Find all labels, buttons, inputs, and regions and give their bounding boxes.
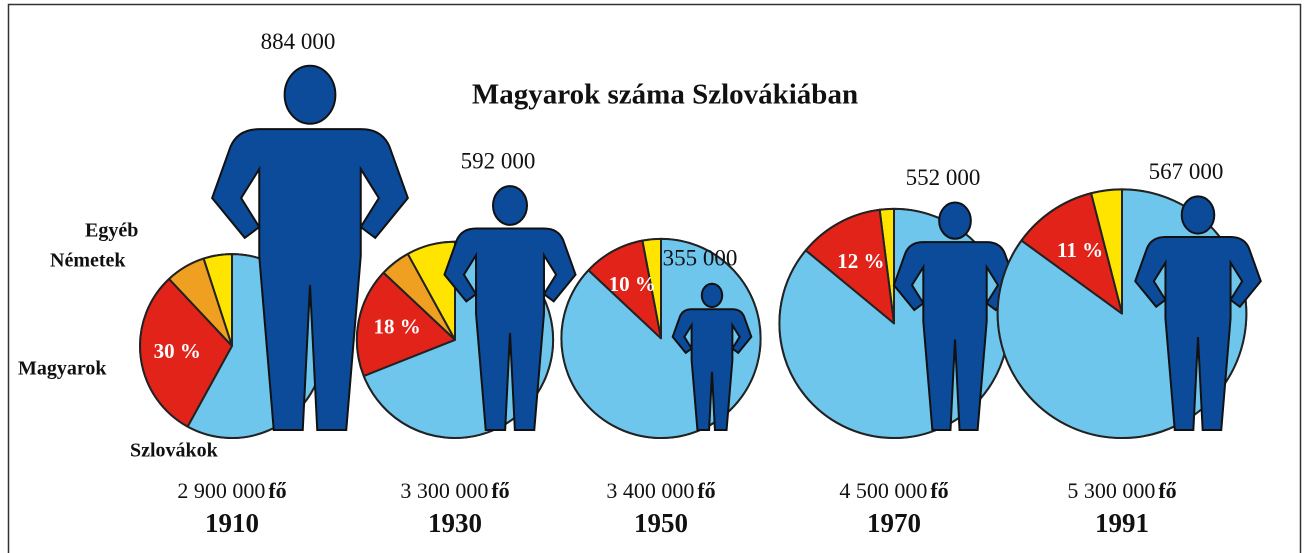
figure-head <box>939 203 971 239</box>
figure-head <box>702 284 722 307</box>
pie-slice <box>355 271 456 378</box>
total-value: 3 300 000 <box>400 478 488 503</box>
total-label: 3 400 000 fő <box>606 478 715 503</box>
year-label: 1930 <box>428 508 482 538</box>
hungarian-count: 884 000 <box>261 29 336 54</box>
pie-slice <box>804 208 895 325</box>
pie-slice <box>1020 192 1123 315</box>
figure-body <box>444 229 575 430</box>
slice-label: 18 % <box>374 315 421 339</box>
unit: fő <box>491 478 509 503</box>
unit: fő <box>697 478 715 503</box>
figure <box>673 284 752 430</box>
chart-title: Magyarok száma Szlovákiában <box>472 79 858 111</box>
total-value: 3 400 000 <box>606 478 694 503</box>
slice-label: 10 % <box>609 272 656 296</box>
year-label: 1991 <box>1095 508 1149 538</box>
figure <box>1135 196 1261 430</box>
unit: fő <box>268 478 286 503</box>
year-label: 1910 <box>205 508 259 538</box>
category-label: Németek <box>50 250 126 272</box>
figure-body <box>1135 237 1261 430</box>
slice-label: 12 % <box>837 249 884 273</box>
figure <box>444 186 575 430</box>
figure-body <box>673 309 752 430</box>
total-value: 4 500 000 <box>839 478 927 503</box>
year-label: 1970 <box>867 508 921 538</box>
total-value: 5 300 000 <box>1067 478 1155 503</box>
year-label: 1950 <box>634 508 688 538</box>
total-label: 3 300 000 fő <box>400 478 509 503</box>
unit: fő <box>1158 478 1176 503</box>
figure <box>212 66 408 430</box>
total-value: 2 900 000 <box>177 478 265 503</box>
hungarian-count: 552 000 <box>906 165 981 190</box>
category-label: Szlovákok <box>130 440 219 462</box>
figure-body <box>212 129 408 430</box>
total-label: 2 900 000 fő <box>177 478 286 503</box>
hungarian-count: 355 000 <box>663 246 738 271</box>
pie-slice <box>139 278 233 428</box>
total-label: 4 500 000 fő <box>839 478 948 503</box>
figure-head <box>285 66 336 124</box>
category-label: Magyarok <box>18 358 107 380</box>
category-label: Egyéb <box>85 220 138 242</box>
slice-label: 11 % <box>1057 238 1103 262</box>
figure <box>894 203 1016 430</box>
total-label: 5 300 000 fő <box>1067 478 1176 503</box>
hungarian-count: 592 000 <box>461 149 536 174</box>
figure-head <box>1182 196 1215 233</box>
hungarian-count: 567 000 <box>1149 159 1224 184</box>
figure-body <box>894 242 1016 430</box>
unit: fő <box>930 478 948 503</box>
figure-head <box>493 186 527 225</box>
slice-label: 30 % <box>154 339 201 363</box>
